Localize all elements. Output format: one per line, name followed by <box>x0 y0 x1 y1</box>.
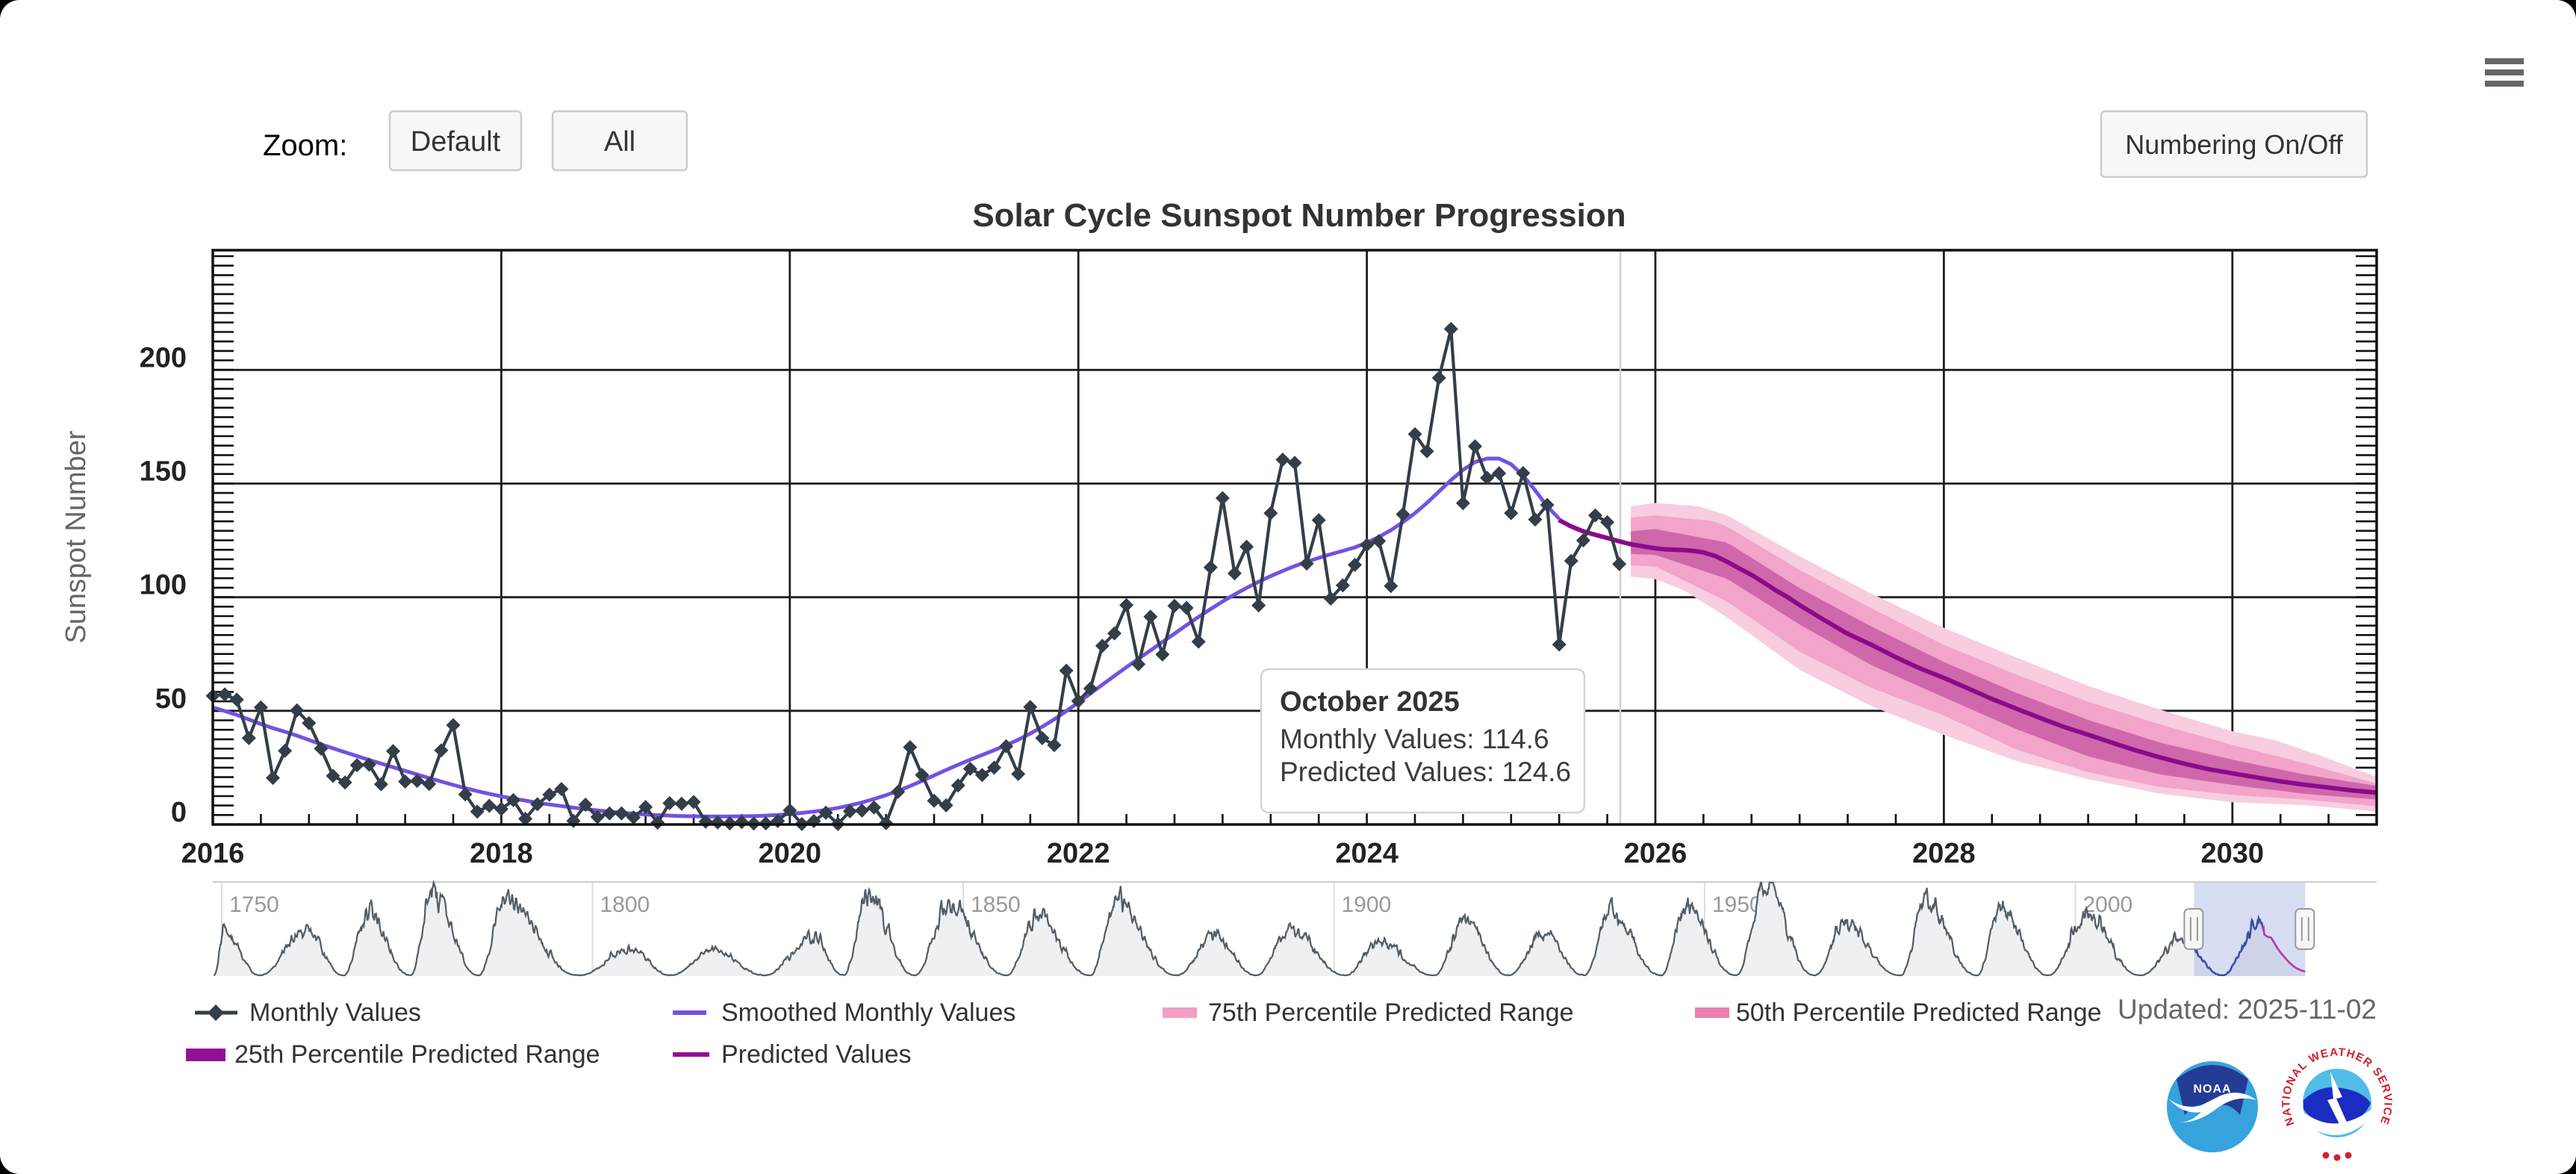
svg-text:2016: 2016 <box>181 838 245 869</box>
svg-text:1800: 1800 <box>600 892 650 917</box>
svg-text:Smoothed Monthly Values: Smoothed Monthly Values <box>721 998 1015 1027</box>
svg-text:100: 100 <box>140 570 187 601</box>
svg-text:Solar Cycle Sunspot Number Pro: Solar Cycle Sunspot Number Progression <box>972 197 1625 234</box>
svg-text:Updated: 2025-11-02: Updated: 2025-11-02 <box>2118 994 2377 1025</box>
svg-text:Monthly Values: Monthly Values <box>249 998 421 1027</box>
svg-text:Predicted Values: 124.6: Predicted Values: 124.6 <box>1280 757 1571 787</box>
svg-text:50: 50 <box>155 683 187 715</box>
svg-text:50th Percentile Predicted Rang: 50th Percentile Predicted Range <box>1736 998 2102 1027</box>
svg-text:2022: 2022 <box>1047 838 1110 869</box>
svg-text:1900: 1900 <box>1342 892 1392 917</box>
svg-text:150: 150 <box>140 456 187 488</box>
svg-text:Default: Default <box>411 126 501 158</box>
svg-text:75th Percentile Predicted Rang: 75th Percentile Predicted Range <box>1208 998 1574 1027</box>
svg-text:1750: 1750 <box>229 892 279 917</box>
svg-text:1850: 1850 <box>971 892 1021 917</box>
svg-text:Sunspot Number: Sunspot Number <box>60 430 92 643</box>
svg-text:Numbering On/Off: Numbering On/Off <box>2125 129 2343 160</box>
svg-text:2028: 2028 <box>1912 838 1976 869</box>
svg-text:2000: 2000 <box>2083 892 2133 917</box>
svg-text:October 2025: October 2025 <box>1280 686 1460 718</box>
svg-text:Monthly Values: 114.6: Monthly Values: 114.6 <box>1280 724 1549 754</box>
svg-text:200: 200 <box>140 342 187 373</box>
svg-text:0: 0 <box>171 797 187 828</box>
svg-text:2026: 2026 <box>1624 838 1687 869</box>
svg-text:1950: 1950 <box>1712 892 1762 917</box>
svg-text:2020: 2020 <box>759 838 822 869</box>
svg-text:2018: 2018 <box>470 838 533 869</box>
svg-text:NOAA: NOAA <box>2193 1083 2231 1096</box>
svg-text:Predicted Values: Predicted Values <box>721 1040 912 1069</box>
svg-text:2024: 2024 <box>1335 838 1399 869</box>
svg-text:Zoom:: Zoom: <box>263 129 347 162</box>
svg-text:2030: 2030 <box>2201 838 2265 869</box>
svg-text:25th Percentile Predicted Rang: 25th Percentile Predicted Range <box>234 1040 600 1069</box>
svg-text:All: All <box>604 126 635 158</box>
